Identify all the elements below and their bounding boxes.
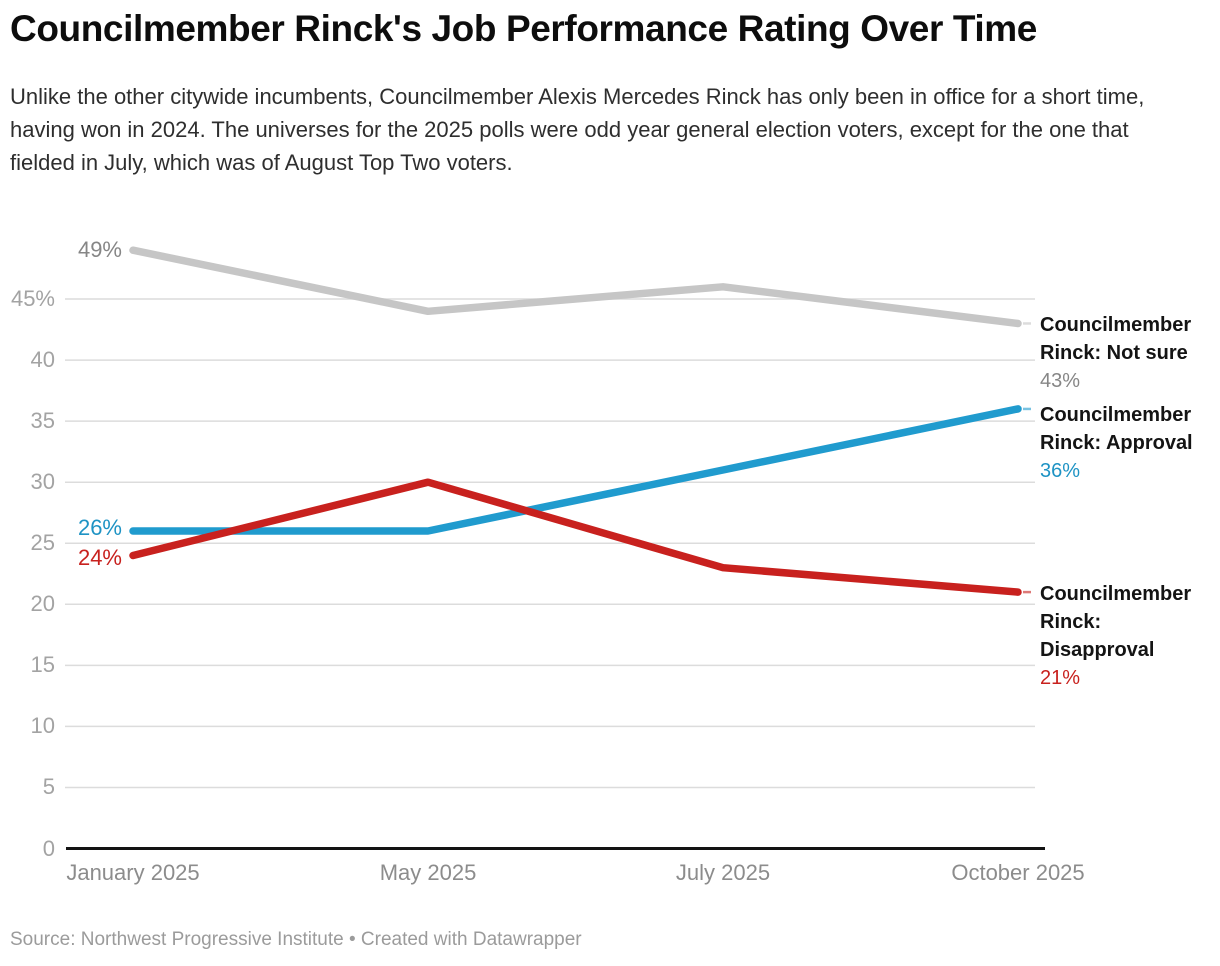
start-value-label-councilmember-rinck-approval: 26% bbox=[77, 515, 122, 541]
legend-name-councilmember-rinck-disapproval: Councilmember Rinck: Disapproval bbox=[1040, 583, 1192, 662]
y-tick-label-40: 40 bbox=[30, 347, 55, 373]
y-tick-label-35: 35 bbox=[30, 408, 55, 434]
legend-name-councilmember-rinck-approval: Councilmember Rinck: Approval bbox=[1040, 404, 1193, 455]
y-tick-label-25: 25 bbox=[30, 530, 55, 556]
x-tick-label-july: July 2025 bbox=[675, 860, 771, 885]
legend-value-councilmember-rinck-approval: 36% bbox=[1040, 460, 1081, 483]
source-line: Source: Northwest Progressive Institute … bbox=[10, 929, 582, 950]
x-tick-label-may: May 2025 bbox=[379, 860, 477, 885]
start-value-label-councilmember-rinck-disapproval: 24% bbox=[77, 545, 122, 571]
legend-value-councilmember-rinck-not-sure: 43% bbox=[1040, 370, 1081, 393]
y-tick-label-15: 15 bbox=[30, 652, 55, 678]
legend-item-councilmember-rinck-not-sure: Councilmember Rinck: Not sure 43% bbox=[1040, 311, 1216, 395]
y-tick-label-0: 0 bbox=[42, 835, 55, 861]
start-value-label-councilmember-rinck-not-sure: 49% bbox=[77, 237, 122, 263]
legend-value-councilmember-rinck-disapproval: 21% bbox=[1040, 667, 1081, 690]
legend-name-councilmember-rinck-not-sure: Councilmember Rinck: Not sure bbox=[1040, 314, 1192, 365]
y-tick-label-5: 5 bbox=[42, 774, 55, 800]
y-tick-label-10: 10 bbox=[30, 713, 55, 739]
y-tick-label-20: 20 bbox=[30, 591, 55, 617]
chart-description: Unlike the other citywide incumbents, Co… bbox=[10, 84, 1145, 175]
series-line-councilmember-rinck-approval bbox=[129, 405, 1022, 535]
series-line-councilmember-rinck-not-sure bbox=[129, 246, 1022, 328]
y-tick-label-45: 45% bbox=[10, 286, 55, 312]
legend-item-councilmember-rinck-disapproval: Councilmember Rinck: Disapproval 21% bbox=[1040, 580, 1216, 692]
legend-item-councilmember-rinck-approval: Councilmember Rinck: Approval 36% bbox=[1040, 401, 1216, 485]
series-line-councilmember-rinck-disapproval bbox=[129, 478, 1022, 596]
x-tick-label-october: October 2025 bbox=[951, 860, 1085, 885]
y-tick-label-30: 30 bbox=[30, 469, 55, 495]
chart-title: Councilmember Rinck's Job Performance Ra… bbox=[10, 8, 1037, 49]
x-tick-label-january: January 2025 bbox=[66, 860, 200, 885]
